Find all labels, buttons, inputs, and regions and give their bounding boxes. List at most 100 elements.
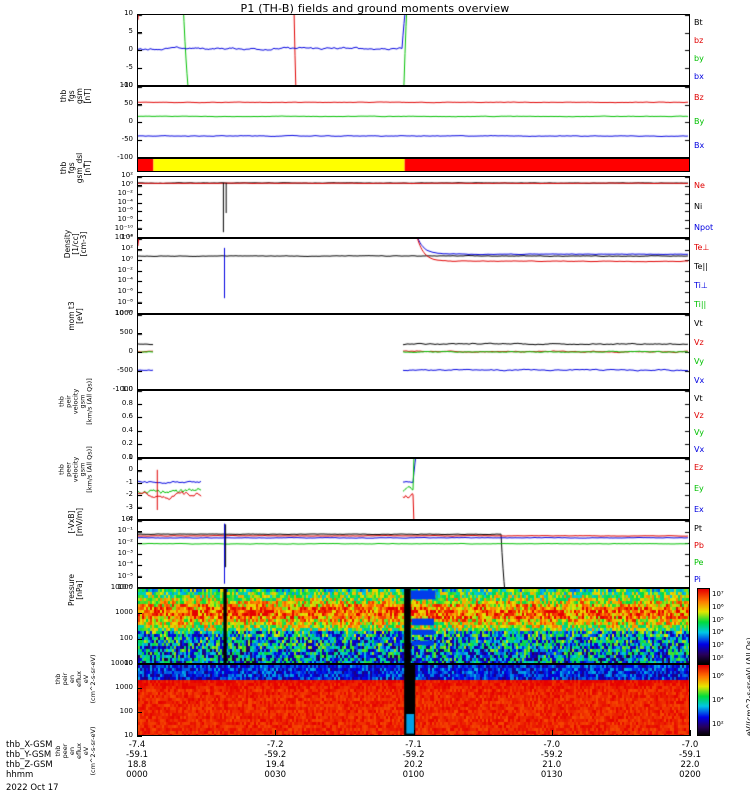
ytick-peir-spectrogram-3: 10: [124, 659, 133, 667]
ytick-peir-spectrogram-0: 10000: [110, 583, 133, 591]
legend-efield-Ey: Ey: [694, 484, 704, 493]
footer-value-3-2: 0100: [402, 770, 425, 780]
legend-fgs-gsm-dsl-Bz: Bz: [694, 93, 704, 102]
ytickmark: [137, 185, 142, 186]
ytick-efield-2: -1: [126, 477, 133, 486]
legend-peir-velocity-Vx: Vx: [694, 375, 705, 385]
ytickmark: [137, 158, 142, 159]
ytickmark: [137, 390, 142, 391]
legend-temperature-Ti: Ti||: [694, 299, 707, 309]
legend-fgs-gsm-bz: bz: [694, 36, 704, 45]
ytick-pressure-3: 10⁻³: [117, 549, 133, 557]
peir-colorbar-tick-2: 10⁵: [712, 615, 724, 624]
peir-colorbar-tick-4: 10³: [712, 641, 724, 649]
legend-peer-velocity-Vt: Vt: [694, 393, 703, 403]
ytickmark: [137, 531, 142, 532]
ytick-temperature-7: 10⁻¹⁰: [114, 309, 133, 317]
ytickmark: [137, 203, 142, 204]
peir-colorbar-tick-1: 10⁶: [712, 603, 724, 611]
peir-colorbar-tick-5: 10²: [712, 653, 724, 662]
page-title: P1 (TH-B) fields and ground moments over…: [240, 2, 510, 15]
footer-value-2-1: 19.4: [265, 760, 285, 770]
ytickmark: [137, 260, 142, 261]
ytick-pressure-2: 10⁻²: [117, 537, 133, 546]
footer-value-1-4: -59.1: [679, 750, 701, 760]
ytickmark: [137, 508, 142, 509]
ytick-fgs-gsm-dsl-0: 100: [119, 81, 133, 89]
panel-fgs-gsm-dsl: [137, 86, 690, 158]
footer-value-2-4: 22.0: [680, 760, 700, 770]
ytickmark: [137, 50, 142, 51]
colorbar-axis-title: eV/(cm^2-s-sr-eV) (All Qs): [745, 637, 750, 736]
ytickmark: [137, 68, 142, 69]
panel-pressure-plot: [138, 521, 689, 587]
ytickmark: [137, 417, 142, 418]
ytick-density-0: 10²: [121, 171, 133, 179]
ytick-temperature-5: 10⁻⁶: [117, 287, 133, 296]
peer-colorbar-tick-1: 10⁴: [712, 696, 724, 704]
ytick-density-6: 10⁻¹⁰: [114, 224, 133, 233]
ytickmark: [137, 303, 142, 304]
ytickmark: [137, 565, 142, 566]
ytick-peer-spectrogram-2: 100: [119, 707, 133, 715]
panel-peer-spectrogram: [137, 664, 690, 736]
ytick-pressure-5: 10⁻⁵: [117, 571, 133, 580]
ytickmark: [137, 404, 142, 405]
ytick-peir-velocity-1: 500: [119, 328, 133, 336]
footer-value-1-2: -59.2: [402, 750, 425, 760]
ytick-temperature-6: 10⁻⁸: [117, 298, 133, 307]
panel-peer-spectrogram-plot: [138, 665, 689, 735]
ytick-density-4: 10⁻⁶: [117, 206, 133, 215]
ytickmark: [137, 333, 142, 334]
panel-mode-bar: [137, 158, 690, 172]
legend-pressure-Pi: Pi: [694, 574, 701, 584]
ytick-temperature-3: 10⁻²: [117, 265, 133, 274]
peer-colorbar: [697, 664, 710, 736]
ytick-fgs-gsm-dsl-2: 0: [128, 117, 133, 125]
footer-value-0-0: -7.4: [128, 740, 146, 750]
ytickmark: [137, 281, 142, 282]
panel-density: [137, 176, 690, 238]
peir-colorbar-gradient: [698, 589, 709, 663]
xtickmark: [137, 730, 138, 736]
ytick-peir-spectrogram-2: 100: [119, 633, 133, 642]
ytick-pressure-6: 10⁻⁶: [117, 583, 133, 591]
footer-value-3-4: 0200: [679, 770, 701, 780]
panel-peir-spectrogram: [137, 588, 690, 664]
ytick-peir-velocity-0: 1000: [115, 309, 133, 317]
ytickmark: [137, 431, 142, 432]
ytick-peir-velocity-3: -500: [117, 366, 133, 374]
xtickmark: [275, 730, 276, 736]
ytick-pressure-0: 10⁰: [121, 515, 133, 523]
ytickmark: [137, 444, 142, 445]
ytickmark: [137, 32, 142, 33]
footer-value-2-3: 21.0: [542, 760, 562, 770]
legend-fgs-gsm-dsl-Bx: Bx: [694, 141, 705, 150]
peer-colorbar-gradient: [698, 665, 709, 735]
ytickmark: [137, 140, 142, 141]
ytick-fgs-gsm-0: 10: [124, 9, 133, 17]
ytick-temperature-2: 10⁰: [121, 254, 133, 263]
ytickmark: [137, 352, 142, 353]
footer-value-3-3: 0130: [540, 770, 563, 780]
ytick-peer-velocity-4: 0.2: [121, 439, 133, 448]
ytick-efield-0: 1: [128, 453, 133, 461]
legend-temperature-Ti: Ti⊥: [694, 280, 708, 290]
legend-peer-velocity-Vx: Vx: [694, 444, 705, 454]
panel-fgs-gsm-dsl-plot: [138, 87, 689, 157]
ytickmark: [137, 238, 142, 239]
legend-fgs-gsm-dsl-By: By: [694, 117, 705, 126]
ytickmark: [137, 483, 142, 484]
ytick-density-2: 10⁻²: [117, 188, 133, 197]
footer-value-3-0: 0000: [126, 770, 148, 780]
ytick-fgs-gsm-dsl-4: -100: [117, 153, 133, 161]
footer-value-0-3: -7.0: [543, 740, 561, 750]
ytitle-peir-spectrogram: thb peir en eflux eV (cm^2-s-sr-eV): [54, 654, 97, 704]
ytick-peer-velocity-1: 0.8: [121, 398, 133, 407]
footer-value-0-4: -7.0: [681, 740, 699, 750]
ytick-fgs-gsm-4: -10: [121, 81, 133, 89]
ytickmark: [137, 249, 142, 250]
ytick-efield-4: -3: [126, 502, 133, 511]
legend-fgs-gsm-Bt: Bt: [694, 18, 703, 27]
footer-value-0-2: -7.1: [405, 740, 422, 750]
